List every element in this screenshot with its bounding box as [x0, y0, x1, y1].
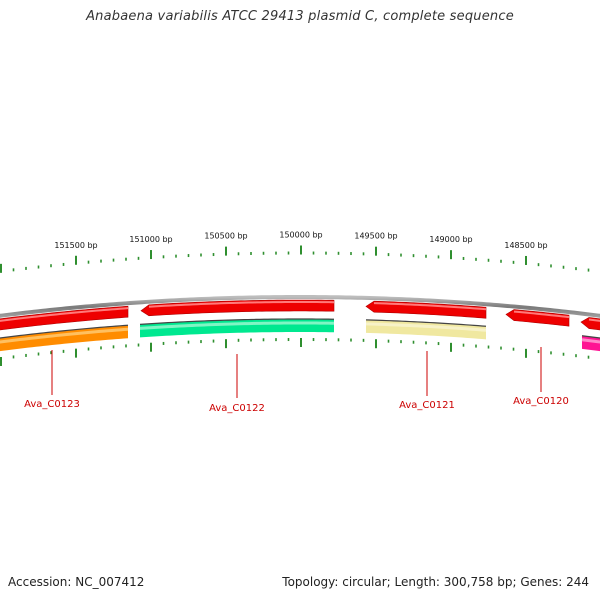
function-bar-highlight [581, 338, 600, 344]
gene-label-ava_c0122[interactable]: Ava_C0122 [209, 403, 265, 414]
forward-strand-genes [0, 299, 600, 331]
gene-label-ava_c0123[interactable]: Ava_C0123 [24, 399, 80, 410]
gene-arrow-highlight [373, 302, 487, 311]
function-bar-highlight [139, 321, 335, 330]
position-label: 151500 bp [54, 241, 97, 250]
position-label: 150000 bp [279, 231, 322, 240]
inner-tick-marks [0, 338, 590, 367]
gene-arrow-ava_c0123[interactable] [0, 305, 129, 331]
position-label: 151000 bp [129, 235, 172, 244]
position-label: 149000 bp [429, 235, 472, 244]
gene-label-ava_c0121[interactable]: Ava_C0121 [399, 400, 455, 411]
topology-summary: Topology: circular; Length: 300,758 bp; … [282, 575, 589, 589]
gene-labels: Ava_C0123 Ava_C0122 Ava_C0121 Ava_C0120 [24, 347, 569, 414]
position-label: 148500 bp [504, 241, 547, 250]
outer-tick-marks [0, 245, 590, 273]
gene-arrow-highlight [148, 301, 335, 308]
function-bar-outline [0, 324, 129, 339]
function-bar-highlight [365, 322, 487, 332]
function-bar-outline [365, 319, 487, 327]
accession-text: Accession: NC_007412 [8, 575, 145, 589]
function-bars [0, 318, 600, 352]
gene-label-ava_c0120[interactable]: Ava_C0120 [513, 396, 569, 407]
function-bar-outline [581, 335, 600, 339]
position-label: 149500 bp [354, 232, 397, 241]
position-label: 150500 bp [204, 232, 247, 241]
gene-arrow-ava_c0121[interactable] [365, 300, 487, 319]
gene-arrow-ava_c0120[interactable] [505, 309, 570, 327]
function-bar-outline [139, 318, 335, 325]
gene-arrow-highlight [513, 310, 570, 319]
position-labels: 151500 bp 151000 bp 150500 bp 150000 bp 1495… [54, 231, 547, 250]
gene-arrow-highlight [588, 318, 600, 322]
function-bar-highlight [0, 327, 129, 344]
function-bar-ava_c0119 [582, 335, 600, 352]
gene-arrow-highlight [0, 307, 129, 322]
map-title: Anabaena variabilis ATCC 29413 plasmid C… [86, 9, 514, 24]
plasmid-backbone [0, 295, 600, 318]
